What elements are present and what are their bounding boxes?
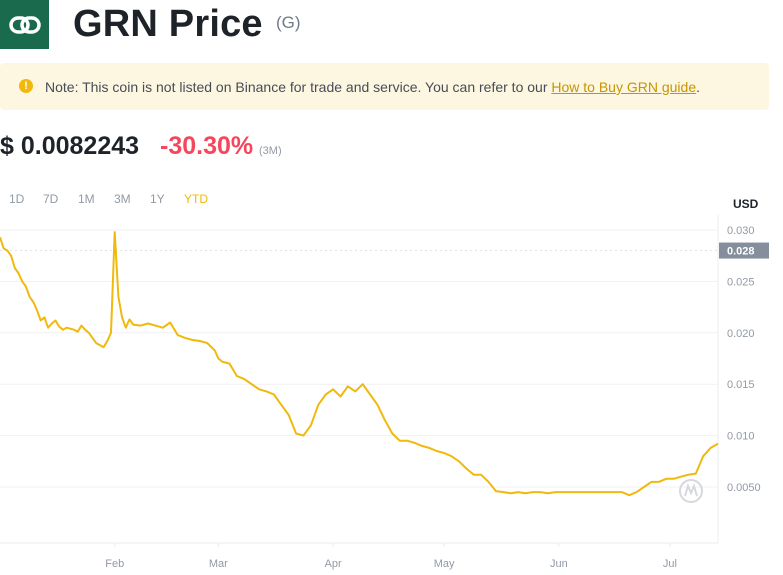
x-tick-label: May xyxy=(434,558,455,570)
x-tick-label: Mar xyxy=(209,558,228,570)
coin-logo xyxy=(0,0,49,49)
y-tick-label: 0.015 xyxy=(727,379,755,391)
watermark-logo-icon xyxy=(679,479,703,503)
tab-1m[interactable]: 1M xyxy=(78,192,95,206)
x-tick-label: Feb xyxy=(105,558,124,570)
price-line xyxy=(0,231,719,497)
price-chart[interactable]: 0.030 0.025 0.020 0.015 0.010 0.0050 0.028 Feb M… xyxy=(0,215,783,575)
notice-suffix: . xyxy=(696,79,700,95)
x-tick-label: Jun xyxy=(550,558,568,570)
tab-1y[interactable]: 1Y xyxy=(150,192,165,206)
change-period: (3M) xyxy=(259,145,282,157)
tab-ytd[interactable]: YTD xyxy=(184,192,208,206)
y-tick-label: 0.025 xyxy=(727,276,755,288)
x-tick-label: Apr xyxy=(325,558,342,570)
notice-message: Note: This coin is not listed on Binance… xyxy=(45,79,552,95)
current-value-label: 0.028 xyxy=(727,246,755,258)
current-value-badge xyxy=(719,242,769,259)
how-to-buy-guide-link[interactable]: How to Buy GRN guide xyxy=(551,79,697,95)
watermark-mark-icon xyxy=(684,483,698,497)
y-tick-label: 0.020 xyxy=(727,328,755,340)
current-price: $ 0.0082243 xyxy=(0,132,140,160)
x-tick-label: Jul xyxy=(663,558,677,570)
tab-1d[interactable]: 1D xyxy=(9,192,25,206)
price-change: -30.30% xyxy=(160,132,254,160)
page-title: GRN Price xyxy=(73,3,263,45)
notice-text: Note: This coin is not listed on Binance… xyxy=(45,78,700,96)
y-tick-label: 0.010 xyxy=(727,431,755,443)
tab-3m[interactable]: 3M xyxy=(114,192,131,206)
exclamation-icon: ! xyxy=(19,79,33,93)
notice-banner: ! Note: This coin is not listed on Binan… xyxy=(0,63,769,110)
coin-symbol: (G) xyxy=(276,13,301,32)
link-chain-icon xyxy=(8,15,41,34)
tab-7d[interactable]: 7D xyxy=(43,192,59,206)
currency-label: USD xyxy=(733,197,759,211)
coin-header: GRN Price (G) xyxy=(0,0,783,50)
y-tick-label: 0.030 xyxy=(727,225,755,237)
y-tick-label: 0.0050 xyxy=(727,482,761,494)
